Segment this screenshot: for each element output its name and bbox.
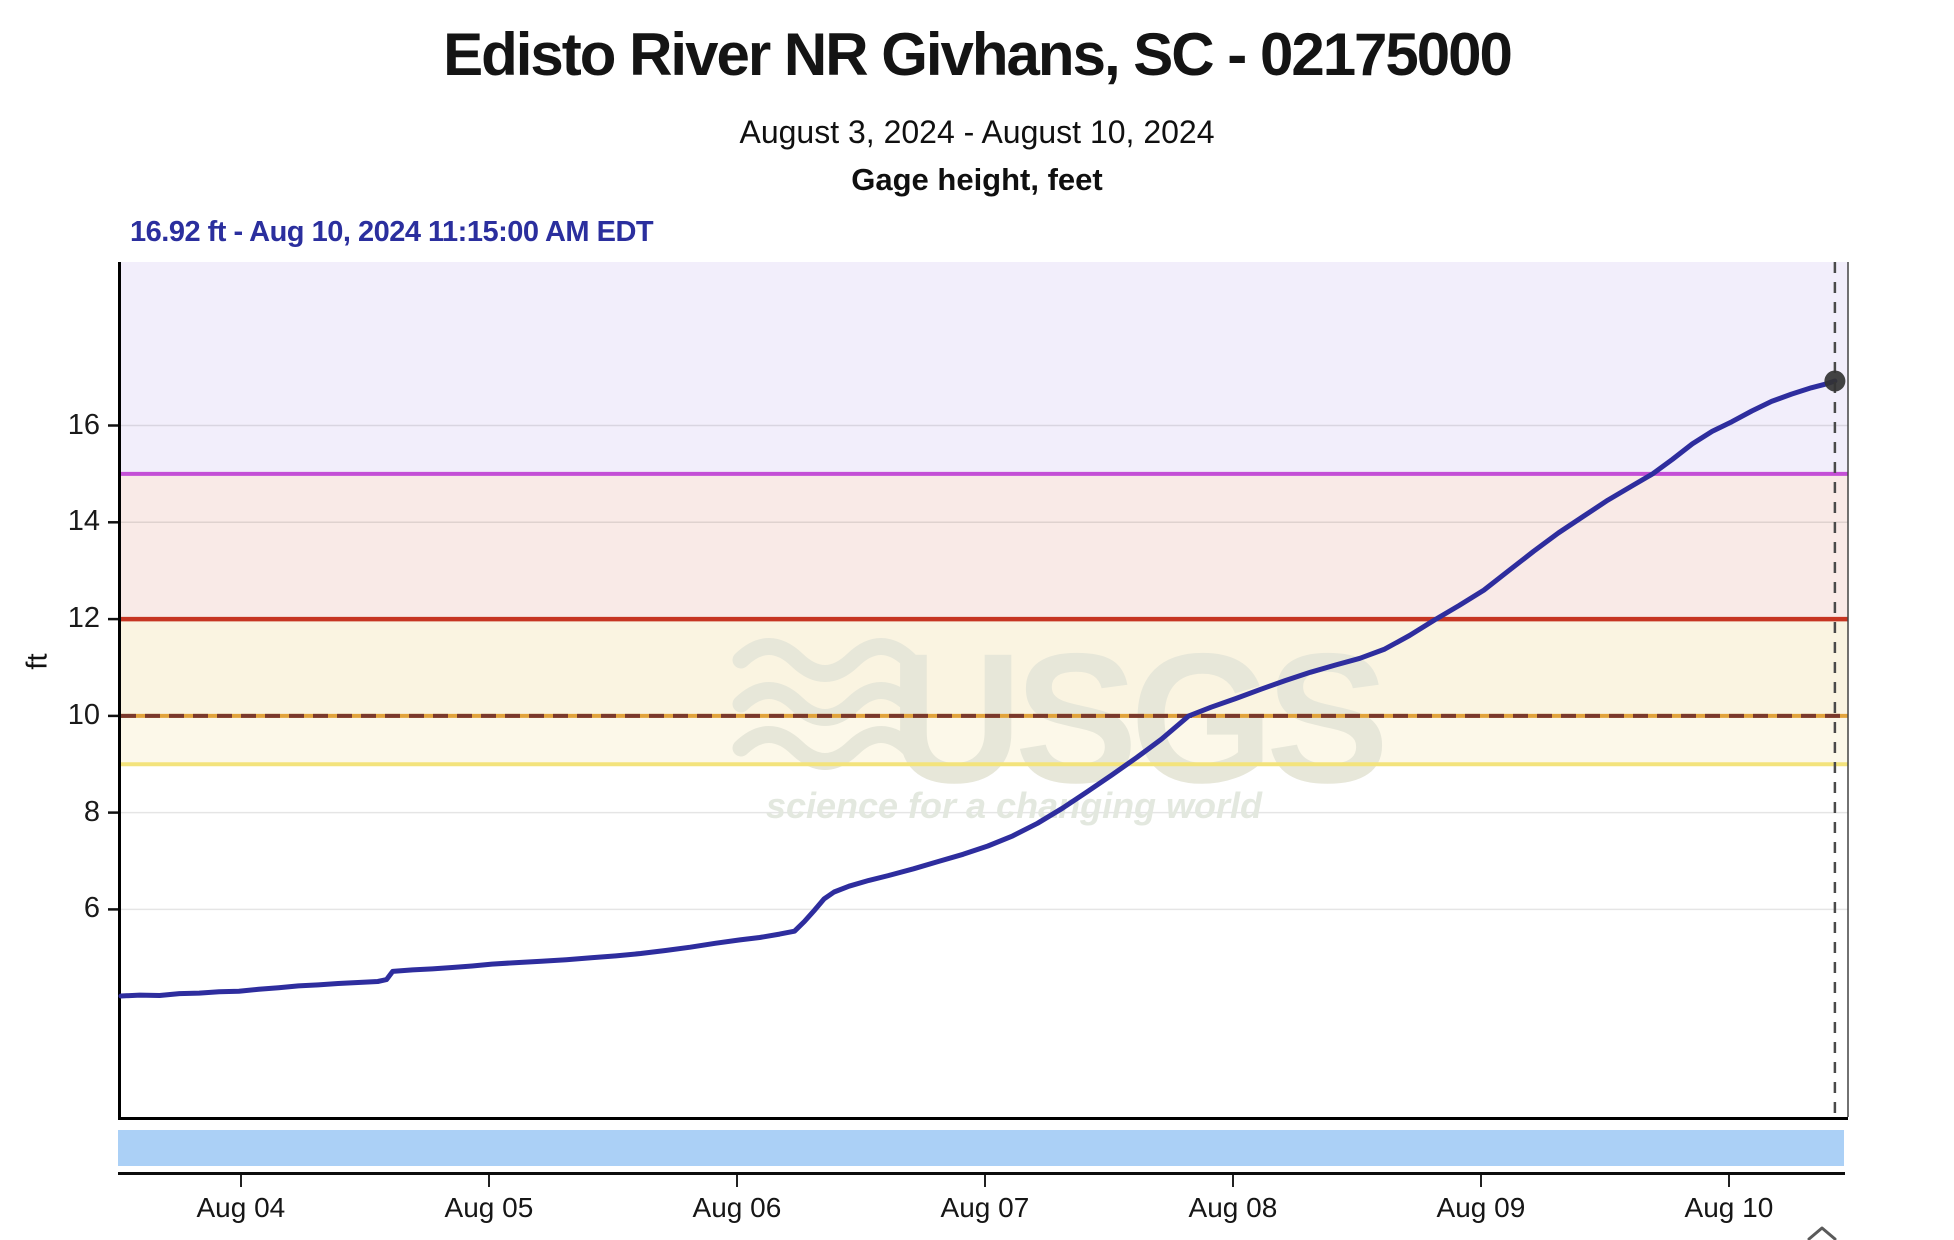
x-tick-label: Aug 04 <box>196 1192 286 1223</box>
flood-band <box>121 715 1848 765</box>
x-tick-label: Aug 08 <box>1188 1192 1278 1223</box>
chevron-up-icon[interactable] <box>1806 1224 1838 1240</box>
date-range-subtitle: August 3, 2024 - August 10, 2024 <box>739 114 1215 150</box>
time-range-slider[interactable] <box>118 1130 1844 1166</box>
x-tick-label: Aug 07 <box>940 1192 1030 1223</box>
flood-band <box>121 262 1848 474</box>
x-tick-label: Aug 05 <box>444 1192 534 1223</box>
hydrograph-plot-area[interactable]: USGS science for a changing world <box>108 262 1849 1120</box>
gage-height-line <box>118 378 1838 999</box>
watermark-wave-icon <box>732 638 918 682</box>
x-tick-mark <box>239 1175 242 1187</box>
x-tick-mark <box>1231 1175 1234 1187</box>
flood-band <box>121 619 1848 716</box>
y-tick-label: 8 <box>83 795 100 828</box>
y-tick-label: 14 <box>67 505 100 538</box>
x-tick-mark <box>983 1175 986 1187</box>
y-tick-label: 12 <box>67 602 100 635</box>
x-tick-label: Aug 09 <box>1436 1192 1526 1223</box>
x-tick-label: Aug 10 <box>1684 1192 1774 1223</box>
x-tick-mark <box>1727 1175 1730 1187</box>
latest-value-dot <box>1824 370 1846 392</box>
x-tick-mark <box>487 1175 490 1187</box>
flood-band <box>121 473 1848 620</box>
y-tick-label: 16 <box>67 408 100 441</box>
x-axis-line <box>118 1172 1845 1175</box>
watermark-usgs-text: USGS <box>889 616 1383 822</box>
watermark-tagline: science for a changing world <box>766 785 1263 826</box>
x-tick-mark <box>1479 1175 1482 1187</box>
watermark-wave-icon <box>732 726 918 770</box>
parameter-title: Gage height, feet <box>851 162 1103 197</box>
y-tick-label: 10 <box>67 698 100 731</box>
x-tick-label: Aug 06 <box>692 1192 782 1223</box>
x-tick-mark <box>735 1175 738 1187</box>
page-title: Edisto River NR Givhans, SC - 02175000 <box>443 21 1513 88</box>
y-tick-label: 6 <box>83 892 100 925</box>
latest-reading-annotation: 16.92 ft - Aug 10, 2024 11:15:00 AM EDT <box>130 216 654 248</box>
y-axis-label: ft <box>21 653 54 670</box>
